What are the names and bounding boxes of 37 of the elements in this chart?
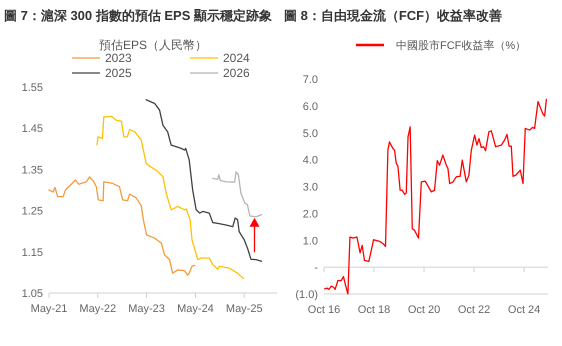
legend-label: 2026 [223,66,250,80]
y-tick-label: 4.0 [302,154,318,167]
x-tick-label: May-25 [226,303,263,315]
legend-label: 2025 [105,66,132,80]
y-tick-label: 5.0 [302,128,318,140]
chart-title: 圖 8：自由現金流（FCF）收益率改善 [284,8,502,23]
y-tick-label: 2.0 [302,208,318,220]
y-tick-label: 1.0 [302,235,318,248]
y-tick-label: 6.0 [302,100,318,113]
x-tick-label: May-22 [79,303,116,315]
y-tick-label: (1.0) [295,289,318,301]
y-tick-label: 3.0 [302,182,318,194]
chart-title: 圖 7：滬深 300 指數的預估 EPS 顯示穩定跡象 [4,8,272,23]
legend-label: 中國股市FCF收益率（%） [396,39,526,52]
line-series [146,99,262,262]
line-series [324,98,548,295]
y-tick-label: 1.35 [22,164,43,176]
legend-title: 預估EPS（人民幣） [98,38,208,52]
y-tick-label: 1.45 [22,123,43,136]
y-tick-label: 1.25 [22,206,43,218]
x-tick-label: Oct 24 [508,304,540,316]
legend-label: 2023 [105,51,132,65]
x-tick-label: May-21 [30,303,68,315]
line-series [96,116,244,280]
y-tick-label: - [314,262,318,274]
line-series [48,176,196,276]
legend-label: 2024 [223,51,250,65]
x-tick-label: Oct 16 [308,304,340,316]
x-tick-label: Oct 18 [358,304,390,316]
y-tick-label: 7.0 [302,74,318,86]
y-tick-label: 1.55 [22,82,43,94]
x-tick-label: Oct 20 [408,304,440,316]
x-tick-label: May-24 [177,303,214,315]
x-tick-label: May-23 [128,303,165,315]
y-tick-label: 1.15 [22,246,43,259]
y-tick-label: 1.05 [22,288,43,300]
x-tick-label: Oct 22 [458,304,490,316]
